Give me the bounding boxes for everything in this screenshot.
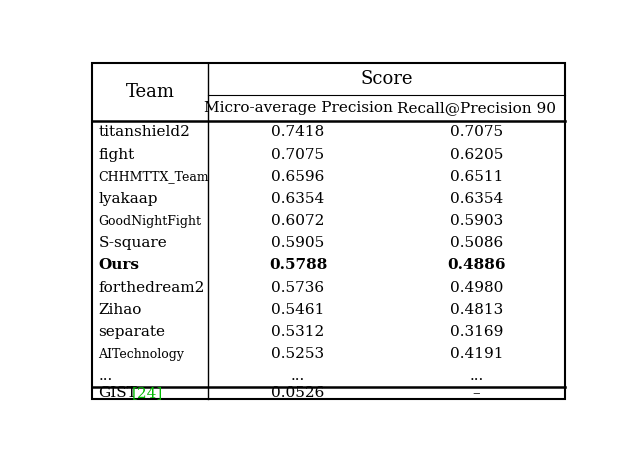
Text: 0.4980: 0.4980 xyxy=(450,281,503,295)
Text: 0.5253: 0.5253 xyxy=(271,347,324,361)
Text: 0.7075: 0.7075 xyxy=(271,148,324,162)
Text: 0.6511: 0.6511 xyxy=(450,170,503,184)
Text: 0.7075: 0.7075 xyxy=(450,125,503,139)
Text: 0.4191: 0.4191 xyxy=(450,347,503,361)
Text: –: – xyxy=(473,386,480,400)
Text: GoodNightFight: GoodNightFight xyxy=(99,215,202,228)
Text: lyakaap: lyakaap xyxy=(99,192,158,206)
Text: AITechnology: AITechnology xyxy=(99,348,184,361)
Text: CHHMTTX_Team: CHHMTTX_Team xyxy=(99,170,209,183)
Text: Team: Team xyxy=(126,83,175,101)
Text: ...: ... xyxy=(469,369,484,383)
Text: forthedream2: forthedream2 xyxy=(99,281,205,295)
Text: 0.5461: 0.5461 xyxy=(271,303,324,317)
Text: [24]: [24] xyxy=(132,386,163,400)
Text: 0.6596: 0.6596 xyxy=(271,170,324,184)
Text: 0.3169: 0.3169 xyxy=(450,325,503,339)
Text: 0.4886: 0.4886 xyxy=(447,259,506,272)
Text: 0.4813: 0.4813 xyxy=(450,303,503,317)
Text: GIST: GIST xyxy=(99,386,137,400)
Text: S-square: S-square xyxy=(99,236,167,250)
Text: 0.5903: 0.5903 xyxy=(450,214,503,228)
Text: separate: separate xyxy=(99,325,165,339)
Text: 0.5788: 0.5788 xyxy=(269,259,327,272)
Text: ...: ... xyxy=(291,369,305,383)
Text: 0.7418: 0.7418 xyxy=(271,125,324,139)
Text: fight: fight xyxy=(99,148,134,162)
Text: Zihao: Zihao xyxy=(99,303,141,317)
Text: 0.6354: 0.6354 xyxy=(271,192,324,206)
Text: titanshield2: titanshield2 xyxy=(99,125,190,139)
Text: 0.6072: 0.6072 xyxy=(271,214,324,228)
Text: Recall@Precision 90: Recall@Precision 90 xyxy=(397,101,556,115)
Text: 0.5086: 0.5086 xyxy=(450,236,503,250)
Text: 0.6205: 0.6205 xyxy=(450,148,503,162)
Text: Score: Score xyxy=(360,70,413,88)
Text: 0.5312: 0.5312 xyxy=(271,325,324,339)
Text: ...: ... xyxy=(99,369,113,383)
Text: 0.6354: 0.6354 xyxy=(450,192,503,206)
Text: 0.5736: 0.5736 xyxy=(271,281,324,295)
Text: Ours: Ours xyxy=(99,259,140,272)
Text: 0.0526: 0.0526 xyxy=(271,386,324,400)
Text: Micro-average Precision: Micro-average Precision xyxy=(204,101,392,115)
Text: 0.5905: 0.5905 xyxy=(271,236,324,250)
